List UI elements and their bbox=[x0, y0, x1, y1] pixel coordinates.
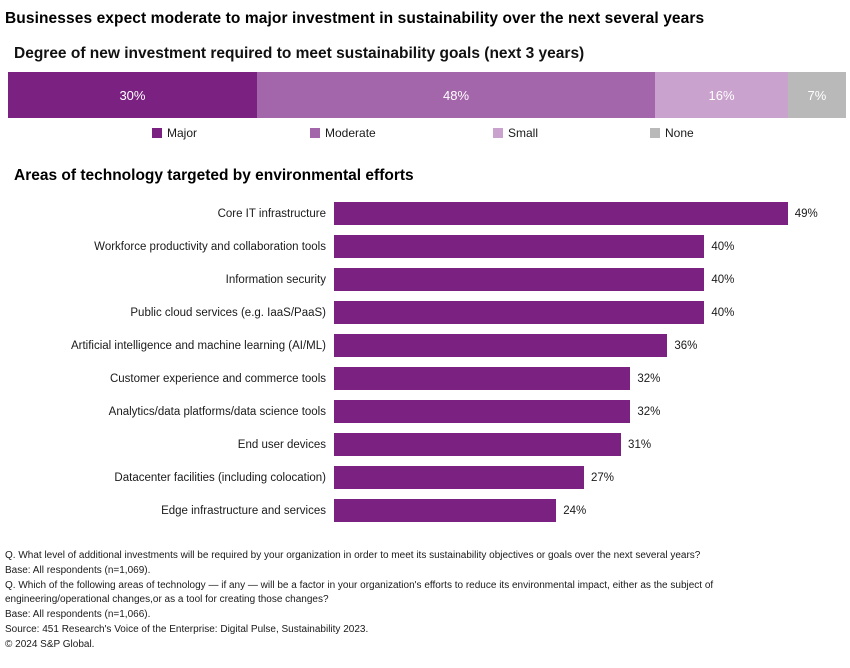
category-label: End user devices bbox=[237, 438, 326, 451]
chart-row: Core IT infrastructure 49% bbox=[0, 202, 850, 225]
footnote-base1: Base: All respondents (n=1,069). bbox=[5, 564, 151, 576]
value-label: 40% bbox=[711, 240, 735, 253]
chart-row: Edge infrastructure and services 24% bbox=[0, 499, 850, 522]
stacked-bar-chart: 30% 48% 16% 7% bbox=[8, 72, 846, 118]
stacked-segment-small: 16% bbox=[655, 72, 788, 118]
category-label: Artificial intelligence and machine lear… bbox=[70, 339, 326, 352]
bar bbox=[334, 235, 705, 258]
chart-row: End user devices 31% bbox=[0, 433, 850, 456]
footnote-source: Source: 451 Research's Voice of the Ente… bbox=[5, 623, 369, 635]
legend-label: Small bbox=[508, 126, 539, 140]
legend-label: None bbox=[665, 126, 694, 140]
legend-label: Major bbox=[167, 126, 198, 140]
value-label: 24% bbox=[563, 504, 587, 517]
chart-row: Datacenter facilities (including colocat… bbox=[0, 466, 850, 489]
category-label: Workforce productivity and collaboration… bbox=[94, 240, 326, 253]
bar bbox=[334, 334, 668, 357]
value-label: 36% bbox=[674, 339, 698, 352]
category-label: Public cloud services (e.g. IaaS/PaaS) bbox=[130, 306, 326, 319]
bar bbox=[334, 499, 557, 522]
value-label: 32% bbox=[637, 405, 661, 418]
bar-chart: Core IT infrastructure 49% Workforce produ… bbox=[0, 202, 850, 532]
legend-item-moderate: Moderate bbox=[310, 126, 376, 140]
category-label: Datacenter facilities (including colocat… bbox=[114, 471, 326, 484]
bar bbox=[334, 268, 705, 291]
chart-row: Customer experience and commerce tools 32… bbox=[0, 367, 850, 390]
chart-row: Information security 40% bbox=[0, 268, 850, 291]
legend-label: Moderate bbox=[325, 126, 376, 140]
value-label: 49% bbox=[794, 207, 818, 220]
footnote-base2: Base: All respondents (n=1,066). bbox=[5, 609, 151, 621]
bar bbox=[334, 466, 585, 489]
bar bbox=[334, 400, 631, 423]
footnote-copyright: © 2024 S&P Global. bbox=[5, 638, 95, 650]
stacked-chart-title: Degree of new investment required to mee… bbox=[14, 45, 585, 62]
stacked-segment-moderate: 48% bbox=[256, 72, 656, 118]
chart-row: Artificial intelligence and machine lear… bbox=[0, 334, 850, 357]
category-label: Information security bbox=[225, 273, 326, 286]
legend-item-none: None bbox=[650, 126, 694, 140]
legend-swatch-icon bbox=[152, 128, 162, 138]
category-label: Edge infrastructure and services bbox=[161, 504, 326, 517]
chart-row: Workforce productivity and collaboration… bbox=[0, 235, 850, 258]
value-label: 40% bbox=[711, 306, 735, 319]
bar bbox=[334, 301, 705, 324]
bar bbox=[334, 202, 788, 225]
footnote-q2: Q. Which of the following areas of techn… bbox=[5, 579, 714, 591]
value-label: 31% bbox=[628, 438, 652, 451]
stacked-segment-none: 7% bbox=[787, 72, 846, 118]
value-label: 32% bbox=[637, 372, 661, 385]
value-label: 40% bbox=[711, 273, 735, 286]
bar bbox=[334, 433, 622, 456]
chart-row: Public cloud services (e.g. IaaS/PaaS) 40… bbox=[0, 301, 850, 324]
legend-swatch-icon bbox=[650, 128, 660, 138]
footnote-q2-cont: engineering/operational changes,or as a … bbox=[5, 594, 329, 606]
category-label: Analytics/data platforms/data science to… bbox=[108, 405, 326, 418]
category-label: Customer experience and commerce tools bbox=[109, 372, 326, 385]
chart-row: Analytics/data platforms/data science to… bbox=[0, 400, 850, 423]
legend: Major Moderate Small None bbox=[0, 126, 850, 144]
bar-chart-title: Areas of technology targeted by environm… bbox=[14, 167, 414, 184]
footnote-q1: Q. What level of additional investments … bbox=[5, 550, 701, 561]
category-label: Core IT infrastructure bbox=[217, 207, 326, 220]
legend-swatch-icon bbox=[493, 128, 503, 138]
stacked-segment-major: 30% bbox=[8, 72, 257, 118]
bar bbox=[334, 367, 631, 390]
legend-swatch-icon bbox=[310, 128, 320, 138]
footnotes: Q. What level of additional investments … bbox=[5, 549, 840, 653]
legend-item-major: Major bbox=[152, 126, 197, 140]
page-title: Businesses expect moderate to major inve… bbox=[5, 10, 705, 27]
value-label: 27% bbox=[591, 471, 615, 484]
legend-item-small: Small bbox=[493, 126, 538, 140]
